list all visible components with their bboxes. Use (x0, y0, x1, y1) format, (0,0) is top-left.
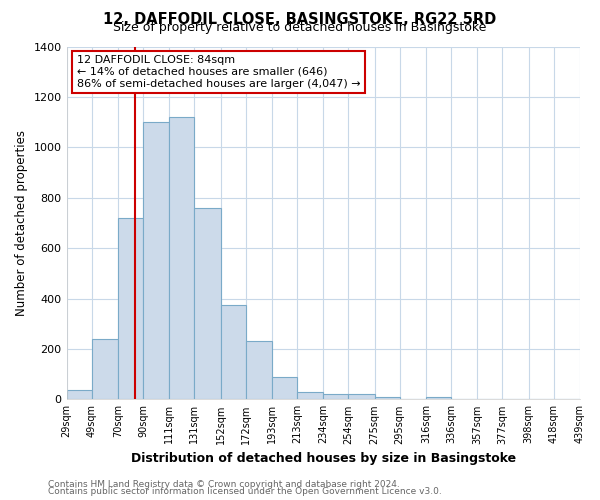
Bar (374, 397, 400, 400)
Text: 12, DAFFODIL CLOSE, BASINGSTOKE, RG22 5RD: 12, DAFFODIL CLOSE, BASINGSTOKE, RG22 5R… (103, 12, 497, 26)
Bar (143, 122, 169, 400)
Text: Size of property relative to detached houses in Basingstoke: Size of property relative to detached ho… (113, 22, 487, 35)
X-axis label: Distribution of detached houses by size in Basingstoke: Distribution of detached houses by size … (131, 452, 516, 465)
Bar (323, 394, 349, 400)
Bar (169, 117, 194, 400)
Bar (194, 208, 221, 400)
Bar (221, 305, 245, 400)
Y-axis label: Number of detached properties: Number of detached properties (15, 130, 28, 316)
Bar (118, 218, 143, 400)
Bar (272, 376, 297, 400)
Text: Contains HM Land Registry data © Crown copyright and database right 2024.: Contains HM Land Registry data © Crown c… (48, 480, 400, 489)
Text: Contains public sector information licensed under the Open Government Licence v3: Contains public sector information licen… (48, 487, 442, 496)
Bar (245, 342, 272, 400)
Text: 12 DAFFODIL CLOSE: 84sqm
← 14% of detached houses are smaller (646)
86% of semi-: 12 DAFFODIL CLOSE: 84sqm ← 14% of detach… (77, 56, 361, 88)
Bar (92, 339, 118, 400)
Bar (67, 390, 92, 400)
Bar (349, 394, 374, 400)
Bar (297, 392, 323, 400)
Bar (426, 397, 451, 400)
